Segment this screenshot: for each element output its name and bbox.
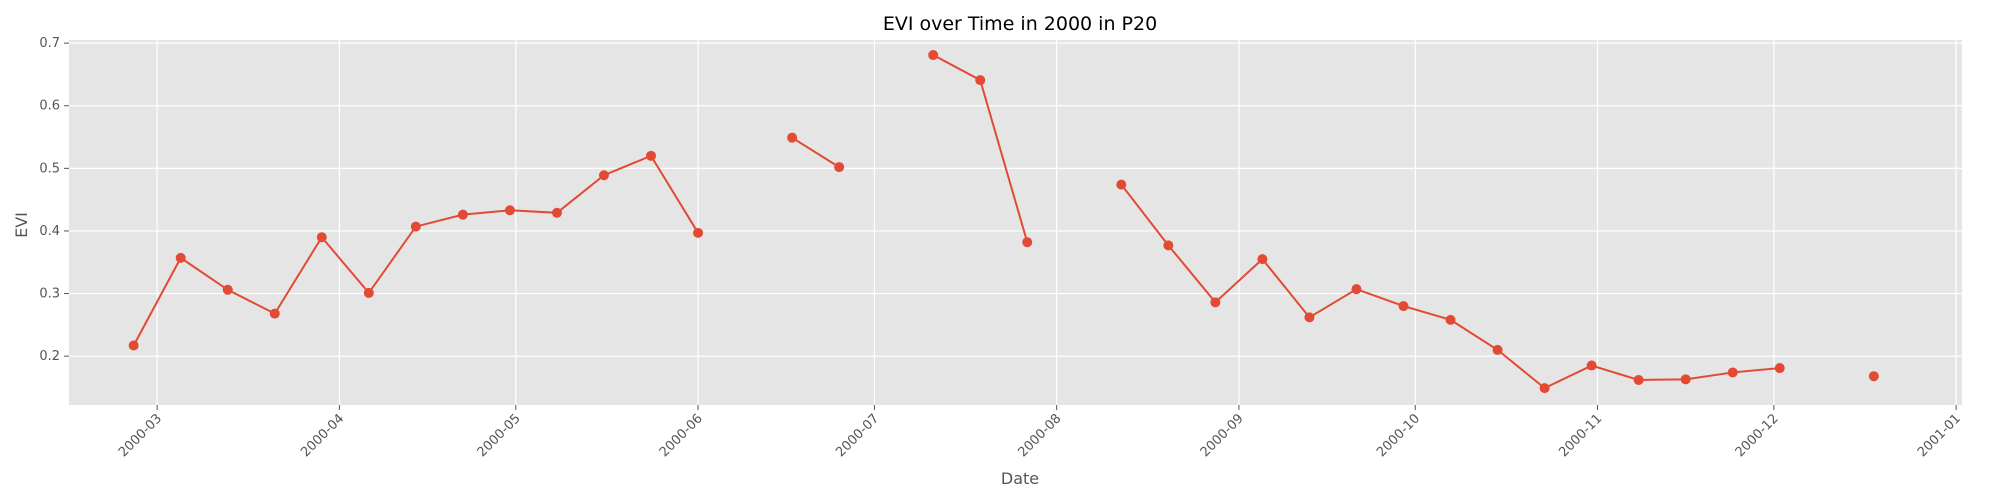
x-tick-label: 2000-07 [833,411,882,460]
x-tick-label: 2000-05 [475,411,524,460]
data-point [363,287,374,298]
y-tick-label: 0.5 [39,161,60,176]
data-point [1774,363,1785,374]
x-tick-label: 2000-09 [1198,411,1247,460]
data-point [128,340,139,351]
data-point [1116,179,1127,190]
y-tick-label: 0.7 [39,36,60,51]
data-point [928,50,939,61]
x-tick-label: 2000-06 [657,411,706,460]
data-point [1445,314,1456,325]
data-point [1304,312,1315,323]
data-point [1586,360,1597,371]
data-point [1727,367,1738,378]
data-point [598,170,609,181]
series-points [128,50,1879,394]
data-point [222,284,233,295]
series-line-segment [791,136,840,168]
data-point [1398,301,1409,312]
data-point [504,205,515,216]
x-tick-label: 2000-04 [298,411,347,460]
y-tick-label: 0.6 [39,99,60,114]
data-point [1680,374,1691,385]
data-point [316,232,327,243]
data-point [1492,344,1503,355]
data-point [1022,237,1033,248]
data-point [787,132,798,143]
x-tick-label: 2000-10 [1374,411,1423,460]
data-point [410,221,421,232]
data-point [551,207,562,218]
y-tick-label: 0.3 [39,287,60,302]
data-point [1539,383,1550,394]
x-tick-label: 2000-03 [116,411,165,460]
data-point [1868,371,1879,382]
y-axis-label: EVI [12,212,31,238]
data-point [646,150,657,161]
data-point [1210,297,1221,308]
data-point [269,308,280,319]
data-point [693,227,704,238]
grid [69,40,1962,405]
data-point [975,75,986,86]
x-tick-label: 2000-11 [1556,411,1605,460]
plot-area [69,40,1962,405]
data-point [1257,254,1268,265]
data-point [457,209,468,220]
data-point [1351,284,1362,295]
x-tick-label: 2001-01 [1915,411,1964,460]
y-tick-label: 0.4 [39,224,60,239]
data-point [1633,374,1644,385]
data-point [175,252,186,263]
x-tick-label: 2000-12 [1733,411,1782,460]
data-point [1163,240,1174,251]
y-tick-label: 0.2 [39,349,60,364]
x-tick-label: 2000-08 [1015,411,1064,460]
chart-title: EVI over Time in 2000 in P20 [883,13,1157,35]
x-axis-label: Date [1001,469,1039,488]
data-point [834,162,845,173]
